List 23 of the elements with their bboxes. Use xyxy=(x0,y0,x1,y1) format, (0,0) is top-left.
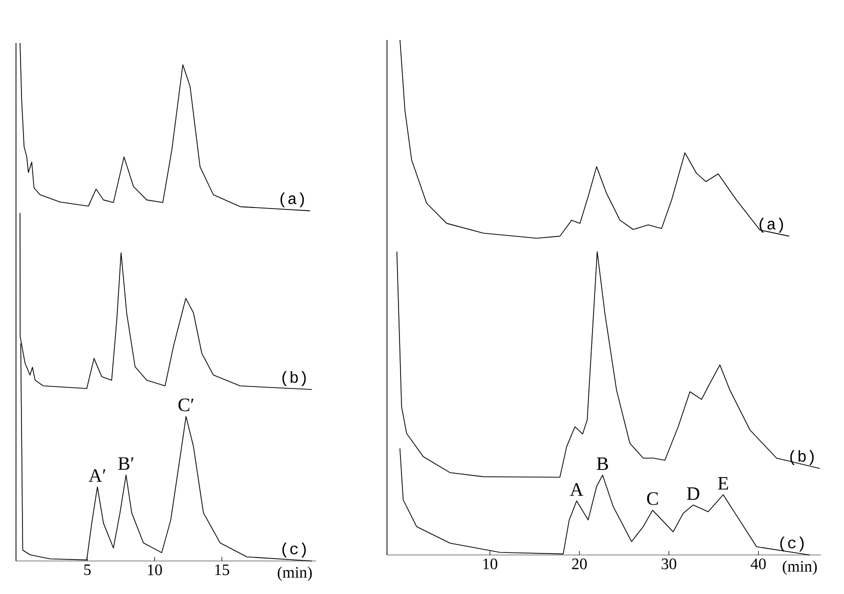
x-tick-label: 40 xyxy=(750,558,766,570)
x-axis-title: (min) xyxy=(782,560,817,575)
annotation: E xyxy=(718,477,728,490)
x-tick-label: 10 xyxy=(483,558,498,570)
series-label: (c) xyxy=(282,542,306,558)
series-label: (a) xyxy=(760,218,783,233)
x-axis-title: (min) xyxy=(278,566,312,581)
series-label: (b) xyxy=(790,450,814,465)
series-label: (b) xyxy=(282,371,306,386)
annotation: A′ xyxy=(88,469,106,482)
x-tick-label: 10 xyxy=(148,564,162,576)
series-label: (a) xyxy=(280,192,304,208)
annotation: C xyxy=(647,492,658,505)
x-tick-label: 5 xyxy=(84,564,91,576)
x-tick-label: 20 xyxy=(572,558,587,570)
annotation: D xyxy=(686,487,700,500)
x-tick-label: 15 xyxy=(215,564,230,576)
series-label: (c) xyxy=(780,536,804,552)
annotation: C′ xyxy=(178,398,194,412)
x-tick-label: 30 xyxy=(662,558,676,570)
annotation: A xyxy=(570,483,584,496)
annotation: B′ xyxy=(118,457,134,470)
annotation: B xyxy=(596,458,608,470)
